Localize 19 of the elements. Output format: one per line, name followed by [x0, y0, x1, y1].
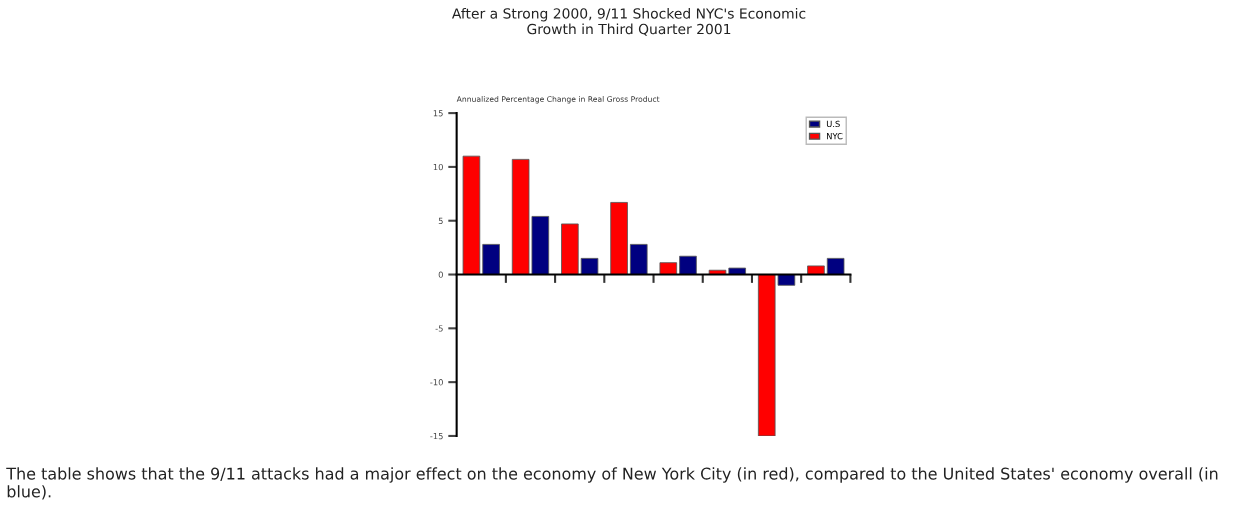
bar — [826, 257, 845, 275]
bar — [462, 155, 481, 275]
legend-label: NYC — [827, 132, 843, 140]
bar — [482, 243, 500, 275]
y-tick-label: 15 — [433, 110, 443, 117]
chart-title: After a Strong 2000, 9/11 Shocked NYC's Economic Growth in Third Quarter 2001 — [451, 7, 806, 36]
bar — [610, 202, 628, 275]
bar — [629, 243, 648, 275]
bar — [580, 257, 599, 275]
y-tick-label: 0 — [438, 271, 443, 278]
bar — [561, 223, 579, 275]
legend-label: U.S — [826, 120, 840, 128]
y-tick-label: -5 — [435, 325, 443, 332]
y-tick-label: 10 — [433, 163, 443, 171]
y-tick-label: -10 — [430, 379, 443, 386]
bar — [679, 255, 697, 275]
y-tick-label: 5 — [438, 217, 443, 224]
y-tick-label: -15 — [430, 433, 443, 440]
text: The table shows that the 9/11 attacks had a major effect on the economy of New York City (in red), compared to the United States' economy overall (in blue). — [6, 467, 1218, 500]
